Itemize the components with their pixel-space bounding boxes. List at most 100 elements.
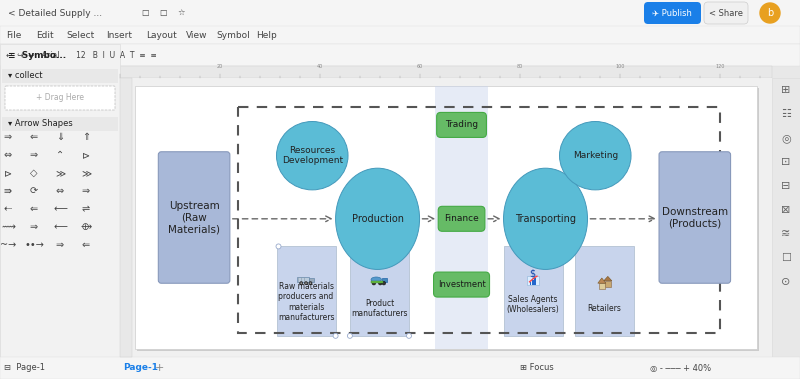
Text: ≋: ≋ bbox=[782, 229, 790, 239]
Text: Downstream
(Products): Downstream (Products) bbox=[662, 207, 728, 228]
Circle shape bbox=[406, 334, 411, 338]
Text: ⊙: ⊙ bbox=[782, 277, 790, 287]
Text: ☐: ☐ bbox=[781, 253, 791, 263]
Text: 60: 60 bbox=[417, 64, 423, 69]
Bar bbox=[350, 246, 409, 336]
Text: ⟵: ⟵ bbox=[53, 204, 67, 214]
Bar bbox=[0, 66, 120, 78]
Bar bbox=[135, 86, 757, 349]
Bar bbox=[137, 88, 759, 351]
Text: ⌃: ⌃ bbox=[56, 150, 64, 160]
Bar bbox=[575, 246, 634, 336]
Text: ⟿: ⟿ bbox=[1, 222, 15, 232]
Bar bbox=[370, 281, 382, 283]
Bar bbox=[532, 280, 534, 285]
Bar bbox=[298, 277, 310, 282]
Text: Production: Production bbox=[351, 214, 403, 224]
Bar bbox=[527, 276, 538, 285]
Text: ◎: ◎ bbox=[781, 133, 791, 143]
Text: b: b bbox=[767, 8, 773, 18]
Circle shape bbox=[309, 282, 312, 285]
Ellipse shape bbox=[371, 277, 382, 282]
Text: Page-1: Page-1 bbox=[123, 363, 158, 373]
Bar bbox=[120, 66, 772, 78]
Text: ▾ collect: ▾ collect bbox=[8, 72, 42, 80]
Ellipse shape bbox=[277, 122, 348, 190]
Text: ☷: ☷ bbox=[781, 109, 791, 119]
Text: Upstream
(Raw
Materials): Upstream (Raw Materials) bbox=[168, 201, 220, 234]
Text: ⇠: ⇠ bbox=[4, 204, 12, 214]
Text: ◇: ◇ bbox=[30, 168, 38, 178]
Text: ⊡: ⊡ bbox=[782, 157, 790, 167]
Ellipse shape bbox=[559, 122, 631, 190]
Circle shape bbox=[333, 334, 338, 338]
Circle shape bbox=[310, 282, 311, 284]
Circle shape bbox=[382, 282, 386, 285]
Bar bbox=[277, 246, 335, 336]
Text: ⟴: ⟴ bbox=[80, 222, 92, 232]
Bar bbox=[0, 357, 800, 379]
Circle shape bbox=[378, 282, 382, 285]
Text: +: + bbox=[155, 363, 164, 373]
Text: Finance: Finance bbox=[444, 214, 479, 223]
Text: < Detailed Supply ...: < Detailed Supply ... bbox=[8, 8, 102, 17]
Bar bbox=[2, 69, 118, 83]
Text: ⊠: ⊠ bbox=[782, 205, 790, 215]
Bar bbox=[772, 78, 800, 357]
Polygon shape bbox=[604, 276, 612, 281]
Text: < Share: < Share bbox=[709, 8, 743, 17]
Text: ⊳: ⊳ bbox=[82, 150, 90, 160]
Text: ⇑: ⇑ bbox=[82, 132, 90, 142]
Circle shape bbox=[760, 3, 780, 23]
Text: ⇒: ⇒ bbox=[4, 132, 12, 142]
Text: ⊞ Focus: ⊞ Focus bbox=[520, 363, 554, 373]
Bar bbox=[238, 107, 720, 333]
Ellipse shape bbox=[503, 168, 587, 269]
Bar bbox=[2, 117, 118, 131]
Text: Select: Select bbox=[66, 30, 94, 39]
Text: 20: 20 bbox=[217, 64, 223, 69]
Text: Raw materials
producers and
materials
manufacturers: Raw materials producers and materials ma… bbox=[278, 282, 334, 322]
FancyBboxPatch shape bbox=[659, 152, 730, 283]
Text: Edit: Edit bbox=[36, 30, 54, 39]
Text: 40: 40 bbox=[317, 64, 323, 69]
Text: ⇔: ⇔ bbox=[56, 186, 64, 196]
Circle shape bbox=[305, 282, 308, 285]
Ellipse shape bbox=[335, 168, 419, 269]
Bar bbox=[605, 281, 610, 287]
FancyBboxPatch shape bbox=[5, 86, 115, 110]
Text: ••→: ••→ bbox=[24, 240, 44, 250]
FancyBboxPatch shape bbox=[158, 152, 230, 283]
Text: 80: 80 bbox=[517, 64, 523, 69]
Text: ⇔: ⇔ bbox=[4, 150, 12, 160]
Text: ✈ Publish: ✈ Publish bbox=[652, 8, 692, 17]
Text: ☐: ☐ bbox=[159, 8, 166, 17]
Text: ⇓: ⇓ bbox=[56, 132, 64, 142]
Circle shape bbox=[372, 282, 376, 285]
Text: ☆: ☆ bbox=[178, 8, 185, 17]
Text: ◎ - ─── + 40%: ◎ - ─── + 40% bbox=[650, 363, 711, 373]
Polygon shape bbox=[598, 278, 606, 283]
Text: Sales Agents
(Wholesalers): Sales Agents (Wholesalers) bbox=[506, 295, 559, 314]
Text: ⇒: ⇒ bbox=[30, 150, 38, 160]
Bar bbox=[0, 26, 800, 44]
Text: Investment: Investment bbox=[438, 280, 486, 289]
Circle shape bbox=[301, 282, 302, 284]
Text: ⊟  Page-1: ⊟ Page-1 bbox=[4, 363, 45, 373]
Bar bbox=[503, 246, 562, 336]
Text: Transporting: Transporting bbox=[515, 214, 576, 224]
Text: 100: 100 bbox=[615, 64, 625, 69]
Text: ↩  ↪  ↫   Arial       12   B  I  U  A  T  ≡  ≡: ↩ ↪ ↫ Arial 12 B I U A T ≡ ≡ bbox=[6, 50, 157, 60]
Text: ⇛: ⇛ bbox=[4, 186, 12, 196]
Text: ≫: ≫ bbox=[55, 168, 65, 178]
Text: ⇌: ⇌ bbox=[82, 204, 90, 214]
Text: Marketing: Marketing bbox=[573, 151, 618, 160]
Bar bbox=[0, 44, 120, 357]
Bar bbox=[120, 78, 132, 357]
FancyBboxPatch shape bbox=[644, 2, 701, 24]
Text: ⇒: ⇒ bbox=[56, 240, 64, 250]
Text: Product
manufacturers: Product manufacturers bbox=[351, 299, 408, 318]
Text: 120: 120 bbox=[715, 64, 725, 69]
Text: ⇐: ⇐ bbox=[82, 240, 90, 250]
Text: Symbol: Symbol bbox=[216, 30, 250, 39]
